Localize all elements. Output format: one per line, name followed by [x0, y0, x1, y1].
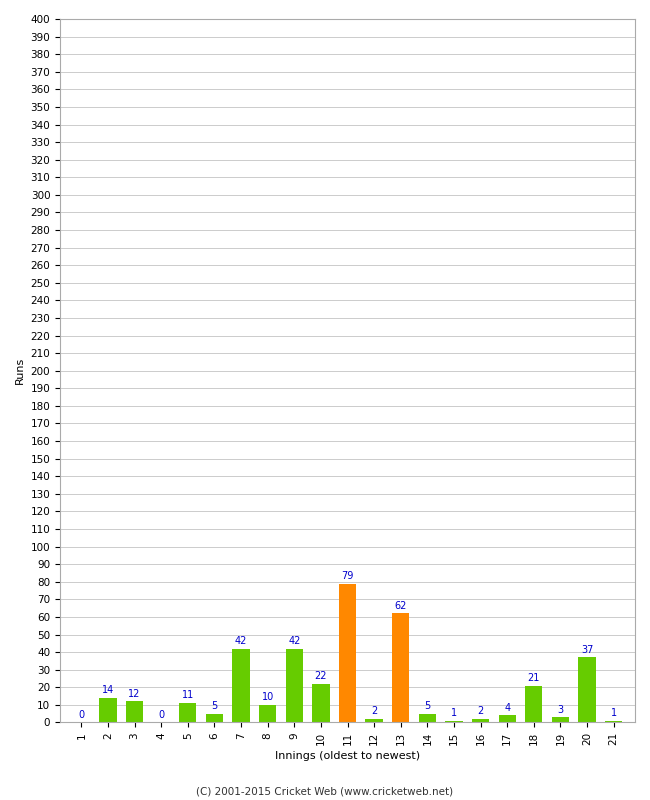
- X-axis label: Innings (oldest to newest): Innings (oldest to newest): [275, 751, 420, 761]
- Text: 2: 2: [478, 706, 484, 716]
- Bar: [578, 658, 596, 722]
- Bar: [99, 698, 116, 722]
- Text: 37: 37: [581, 645, 593, 654]
- Bar: [339, 583, 356, 722]
- Bar: [605, 721, 622, 722]
- Text: 10: 10: [261, 692, 274, 702]
- Text: 2: 2: [371, 706, 377, 716]
- Text: 21: 21: [528, 673, 540, 683]
- Text: 5: 5: [424, 701, 430, 711]
- Bar: [285, 649, 303, 722]
- Text: 42: 42: [288, 636, 300, 646]
- Text: 42: 42: [235, 636, 247, 646]
- Text: (C) 2001-2015 Cricket Web (www.cricketweb.net): (C) 2001-2015 Cricket Web (www.cricketwe…: [196, 786, 454, 796]
- Bar: [126, 702, 143, 722]
- Text: 11: 11: [181, 690, 194, 701]
- Text: 22: 22: [315, 671, 327, 681]
- Text: 4: 4: [504, 702, 510, 713]
- Text: 1: 1: [610, 708, 617, 718]
- Text: 12: 12: [128, 689, 141, 698]
- Text: 3: 3: [558, 705, 564, 714]
- Bar: [179, 703, 196, 722]
- Text: 62: 62: [395, 601, 407, 610]
- Bar: [259, 705, 276, 722]
- Bar: [365, 719, 383, 722]
- Bar: [392, 614, 410, 722]
- Bar: [472, 719, 489, 722]
- Text: 5: 5: [211, 701, 218, 711]
- Text: 79: 79: [341, 571, 354, 581]
- Bar: [552, 717, 569, 722]
- Bar: [312, 684, 330, 722]
- Y-axis label: Runs: Runs: [15, 357, 25, 384]
- Text: 14: 14: [102, 686, 114, 695]
- Bar: [206, 714, 223, 722]
- Text: 0: 0: [78, 710, 84, 720]
- Bar: [499, 715, 516, 722]
- Bar: [419, 714, 436, 722]
- Bar: [445, 721, 463, 722]
- Text: 1: 1: [451, 708, 457, 718]
- Bar: [233, 649, 250, 722]
- Bar: [525, 686, 543, 722]
- Text: 0: 0: [158, 710, 164, 720]
